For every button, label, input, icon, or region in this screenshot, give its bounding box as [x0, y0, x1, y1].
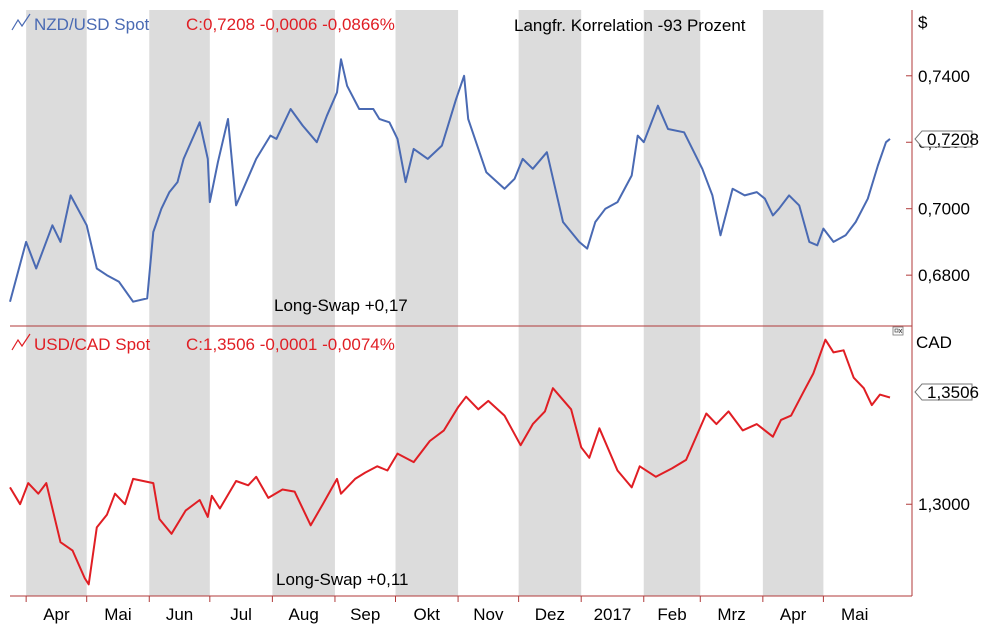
month-band [26, 10, 87, 326]
month-band [762, 10, 824, 326]
x-tick-label: Mrz [717, 605, 745, 624]
x-tick-label: Okt [414, 605, 441, 624]
month-band [272, 326, 335, 596]
x-tick-label: Nov [473, 605, 504, 624]
nzd-usd-series [9, 58, 891, 303]
line-chart-icon [11, 13, 31, 31]
month-band [149, 326, 210, 596]
usd-cad-title: USD/CAD Spot [34, 335, 150, 354]
x-tick-label: Mai [104, 605, 131, 624]
x-tick-label: Feb [657, 605, 686, 624]
x-tick-label: Apr [780, 605, 807, 624]
line-chart-icon [11, 333, 31, 351]
usd-cad-swap-label: Long-Swap +0,11 [276, 570, 408, 589]
usd-cad-series [9, 338, 891, 586]
nzd-usd-quote: C:0,7208 -0,0006 -0,0866% [186, 15, 395, 34]
month-bands-lower [26, 326, 824, 596]
y-tick-label: 0,6800 [918, 266, 970, 285]
y-ticks-lower: 1,3000 [906, 495, 970, 514]
y-tick-label: 0,7000 [918, 200, 970, 219]
x-tick-label: Jul [230, 605, 252, 624]
x-tick-label: 2017 [594, 605, 632, 624]
month-band [762, 326, 824, 596]
usd-cad-last-value: 1,3506 [927, 383, 979, 402]
nzd-usd-swap-label: Long-Swap +0,17 [274, 296, 408, 315]
nzd-usd-title: NZD/USD Spot [34, 15, 150, 34]
usd-cad-quote: C:1,3506 -0,0001 -0,0074% [186, 335, 395, 354]
x-tick-label: Sep [350, 605, 380, 624]
x-tick-label: Jun [166, 605, 193, 624]
month-band [518, 326, 582, 596]
month-band [643, 326, 701, 596]
y-tick-label: 0,7400 [918, 67, 970, 86]
x-tick-label: Dez [535, 605, 565, 624]
y-tick-label: 1,3000 [918, 495, 970, 514]
nzd-usd-line [9, 58, 891, 303]
usd-cad-last-value-tag: 1,3506 [914, 383, 979, 402]
nzd-usd-last-value: 0,7208 [927, 130, 979, 149]
month-band [395, 326, 459, 596]
correlation-note: Langfr. Korrelation -93 Prozent [514, 16, 746, 35]
month-bands-upper [26, 10, 824, 326]
usd-cad-unit: CAD [916, 333, 952, 352]
month-band [26, 326, 87, 596]
x-tick-label: Apr [43, 605, 70, 624]
panel-maximize-icon[interactable] [892, 326, 904, 336]
x-tick-label: Aug [289, 605, 319, 624]
x-axis-ticks: Apr Mai Jun Jul Aug Sep Okt Nov Dez 2017 Feb Mrz Apr… [25, 596, 868, 624]
month-band [395, 10, 459, 326]
x-tick-label: Mai [841, 605, 868, 624]
month-band [272, 10, 335, 326]
month-band [149, 10, 210, 326]
month-band [643, 10, 701, 326]
usd-cad-line [9, 338, 891, 586]
nzd-usd-unit: $ [918, 13, 928, 32]
nzd-usd-last-value-tag: 0,7208 [914, 130, 979, 149]
